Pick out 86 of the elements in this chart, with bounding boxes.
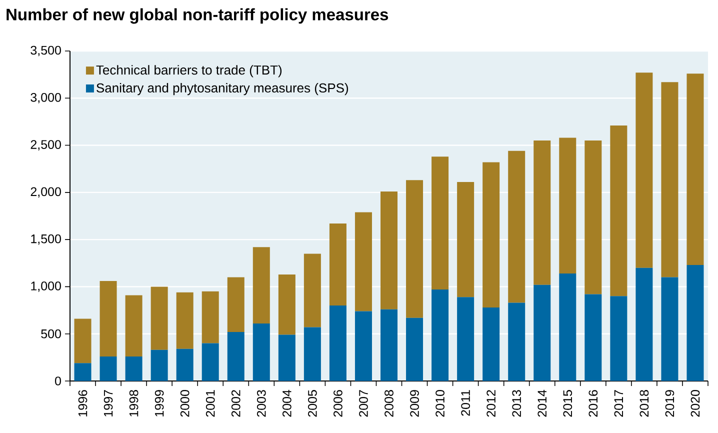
x-tick-label: 1996 <box>78 390 88 416</box>
bar <box>354 311 372 381</box>
bar <box>508 302 526 381</box>
bar <box>559 138 576 274</box>
y-tick-label: 2,000 <box>30 187 61 198</box>
bar <box>252 323 270 381</box>
bar <box>176 348 194 381</box>
x-tick-label: 2009 <box>410 390 419 417</box>
x-tick-label: 2013 <box>512 390 522 417</box>
x-tick-label: 2011 <box>461 390 470 416</box>
bar <box>610 296 628 381</box>
bar <box>329 224 346 306</box>
bar <box>534 140 551 285</box>
bar <box>354 212 372 312</box>
x-tick-label: 2003 <box>256 390 266 417</box>
bar <box>457 297 474 381</box>
x-tick-label: 2016 <box>588 390 598 417</box>
bar <box>508 150 526 303</box>
bar <box>661 277 678 381</box>
y-tick-label: 1,500 <box>31 234 61 245</box>
bar <box>380 309 398 381</box>
bar <box>686 74 704 266</box>
y-tick-label: 3,000 <box>30 92 61 104</box>
x-tick-label: 2012 <box>486 390 496 417</box>
bar <box>202 291 219 344</box>
x-tick-label: 2005 <box>308 390 317 417</box>
bar <box>432 290 449 381</box>
x-tick-label: 1997 <box>104 390 113 416</box>
legend-label: Technical barriers to trade (TBT) <box>96 65 282 78</box>
x-tick-label: 2004 <box>282 390 292 417</box>
bar <box>176 292 194 349</box>
bar <box>202 343 219 381</box>
bar <box>125 356 142 381</box>
x-tick-label: 2007 <box>359 390 368 417</box>
bar <box>100 281 117 356</box>
x-tick-label: 2018 <box>640 390 649 417</box>
bar <box>559 274 576 381</box>
chart-title: Number of new global non-tariff policy measures <box>6 8 388 24</box>
x-tick-label: 2017 <box>614 390 624 417</box>
bar <box>686 265 704 381</box>
bar <box>636 72 653 268</box>
bar <box>482 162 500 308</box>
bar <box>278 334 296 381</box>
bar <box>150 286 168 350</box>
bar <box>380 191 398 310</box>
x-tick-label: 1999 <box>154 390 164 416</box>
bar <box>432 156 449 290</box>
y-tick-label: 1,000 <box>31 282 61 292</box>
x-tick-label: 2000 <box>180 390 190 417</box>
bar <box>125 295 142 356</box>
x-tick-label: 2010 <box>436 390 444 417</box>
bar <box>406 318 424 381</box>
bar <box>227 332 244 381</box>
bar <box>406 180 424 318</box>
bar <box>584 140 602 294</box>
x-tick-label: 2019 <box>665 390 674 417</box>
y-tick-label: 500 <box>41 329 61 338</box>
x-tick-label: 2014 <box>538 390 547 417</box>
bar <box>584 294 602 381</box>
y-tick-label: 0 <box>55 376 61 386</box>
x-tick-label: 2002 <box>231 390 240 417</box>
bar <box>457 182 474 298</box>
bar <box>74 318 92 364</box>
bar <box>304 327 321 381</box>
x-tick-label: 2015 <box>563 390 572 417</box>
bar <box>610 125 628 296</box>
bar <box>482 307 500 381</box>
x-tick-label: 2008 <box>384 390 394 417</box>
bar <box>150 350 168 381</box>
x-tick-label: 2020 <box>690 390 700 417</box>
y-tick-label: 2,500 <box>30 140 61 150</box>
bar <box>304 254 321 328</box>
bar <box>227 277 244 332</box>
bar <box>278 274 296 335</box>
y-tick-label: 3,500 <box>30 46 61 56</box>
x-tick-label: 1998 <box>129 390 138 416</box>
bar <box>636 268 653 381</box>
bar <box>661 82 678 278</box>
bar <box>74 363 92 381</box>
x-tick-label: 2006 <box>334 390 342 417</box>
bar <box>252 247 270 324</box>
bar <box>100 356 117 381</box>
x-tick-label: 2001 <box>206 390 215 417</box>
bar <box>534 284 551 381</box>
legend-label: Sanitary and phytosanitary measures (SPS) <box>96 83 348 96</box>
bar <box>329 306 346 381</box>
